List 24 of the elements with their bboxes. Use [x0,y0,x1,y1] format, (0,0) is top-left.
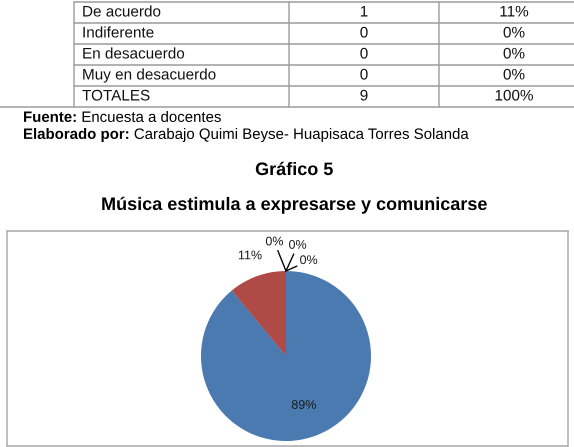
data-label: 89% [292,400,316,409]
text: 0% [300,255,318,264]
category-label: De acuerdo [83,5,160,17]
chart-subtitle: Música estimula a expresarse y comunicarse [102,196,487,214]
category-label: Indiferente [83,26,154,38]
data-label: 0% [504,48,524,59]
source-note: Fuente: Encuesta a docentes [24,111,221,122]
chart-title: Gráfico 5 [256,162,333,176]
category-label: TOTALES [82,90,150,101]
data-label: 0 [360,26,368,38]
text: Elaborado por: Carabajo Quimi Beyse- Huapisaca Torres Solanda [24,128,469,142]
data-label: 11% [238,250,262,260]
text: 0% [289,240,306,249]
data-label: 11% [500,6,528,17]
data-label: 9 [360,90,368,101]
data-label: 0% [504,26,524,38]
data-label: 1 [360,6,368,16]
text: 0% [266,236,284,246]
category-label: Muy en desacuerdo [83,68,216,83]
data-label: 0% [504,68,524,80]
category-label: En desacuerdo [83,47,184,59]
data-label: 0 [360,68,368,80]
data-label: 0 [360,48,368,59]
data-label: 100% [496,90,533,101]
